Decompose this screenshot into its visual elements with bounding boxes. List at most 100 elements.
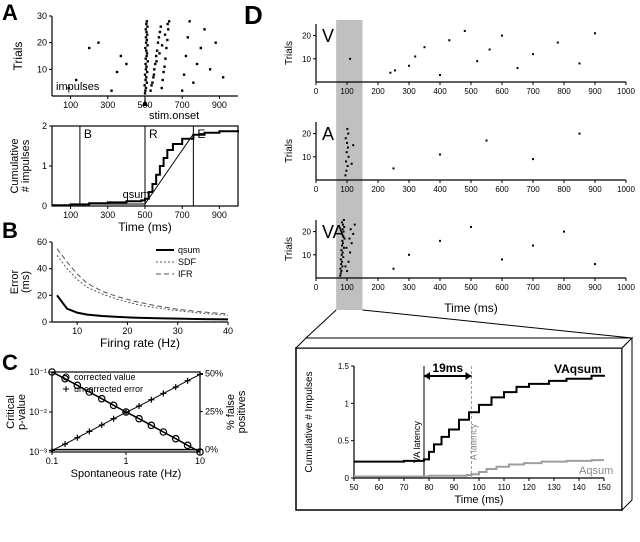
svg-text:200: 200 bbox=[371, 185, 385, 194]
svg-text:800: 800 bbox=[557, 185, 571, 194]
svg-text:500: 500 bbox=[137, 210, 152, 220]
svg-text:600: 600 bbox=[495, 283, 509, 292]
svg-text:900: 900 bbox=[588, 185, 602, 194]
svg-text:Aqsum: Aqsum bbox=[579, 465, 613, 477]
svg-text:Time (ms): Time (ms) bbox=[454, 494, 503, 506]
svg-text:B: B bbox=[84, 127, 92, 141]
svg-text:0.1: 0.1 bbox=[46, 456, 59, 466]
svg-text:positives: positives bbox=[236, 390, 248, 433]
svg-text:20: 20 bbox=[122, 326, 132, 336]
svg-text:qsum: qsum bbox=[123, 189, 150, 201]
svg-text:60: 60 bbox=[375, 483, 384, 492]
svg-text:10: 10 bbox=[302, 55, 311, 64]
svg-text:1000: 1000 bbox=[617, 87, 635, 96]
svg-text:19ms: 19ms bbox=[432, 361, 463, 375]
svg-text:0: 0 bbox=[42, 201, 47, 211]
svg-text:stim.onset: stim.onset bbox=[149, 110, 199, 122]
svg-text:Time (ms): Time (ms) bbox=[444, 301, 498, 315]
svg-text:400: 400 bbox=[433, 283, 447, 292]
svg-text:300: 300 bbox=[402, 283, 416, 292]
svg-text:100: 100 bbox=[340, 185, 354, 194]
svg-text:50: 50 bbox=[350, 483, 359, 492]
svg-text:400: 400 bbox=[433, 87, 447, 96]
svg-text:100: 100 bbox=[63, 210, 78, 220]
svg-text:500: 500 bbox=[464, 283, 478, 292]
svg-text:(ms): (ms) bbox=[20, 271, 32, 293]
svg-text:80: 80 bbox=[425, 483, 434, 492]
svg-text:A: A bbox=[322, 124, 334, 144]
svg-text:700: 700 bbox=[526, 185, 540, 194]
svg-text:100: 100 bbox=[472, 483, 486, 492]
svg-text:40: 40 bbox=[223, 326, 233, 336]
svg-text:300: 300 bbox=[100, 210, 115, 220]
svg-text:corrected value: corrected value bbox=[74, 372, 136, 382]
svg-text:20: 20 bbox=[37, 290, 47, 300]
svg-text:900: 900 bbox=[588, 87, 602, 96]
svg-text:0: 0 bbox=[314, 87, 319, 96]
figure-svg: 102030100300500700900Trialsimpulsesstim.… bbox=[0, 0, 640, 542]
svg-text:10: 10 bbox=[37, 64, 47, 74]
svg-text:1000: 1000 bbox=[617, 185, 635, 194]
svg-text:700: 700 bbox=[175, 100, 190, 110]
svg-text:10: 10 bbox=[72, 326, 82, 336]
svg-text:uncorrected error: uncorrected error bbox=[74, 384, 143, 394]
svg-text:0: 0 bbox=[314, 185, 319, 194]
svg-text:VAqsum: VAqsum bbox=[554, 362, 602, 376]
svg-text:VA: VA bbox=[322, 222, 345, 242]
svg-text:500: 500 bbox=[464, 185, 478, 194]
svg-text:130: 130 bbox=[547, 483, 561, 492]
svg-text:20: 20 bbox=[302, 32, 311, 41]
svg-text:120: 120 bbox=[522, 483, 536, 492]
svg-text:0: 0 bbox=[42, 317, 47, 327]
svg-text:100: 100 bbox=[340, 283, 354, 292]
svg-text:R: R bbox=[149, 127, 158, 141]
svg-text:20: 20 bbox=[302, 130, 311, 139]
svg-text:1000: 1000 bbox=[617, 283, 635, 292]
svg-text:700: 700 bbox=[526, 87, 540, 96]
svg-text:300: 300 bbox=[100, 100, 115, 110]
svg-text:900: 900 bbox=[212, 100, 227, 110]
svg-text:10⁻²: 10⁻² bbox=[29, 407, 47, 417]
svg-text:Spontaneous rate (Hz): Spontaneous rate (Hz) bbox=[71, 468, 182, 480]
svg-text:100: 100 bbox=[63, 100, 78, 110]
svg-text:1: 1 bbox=[42, 161, 47, 171]
svg-text:30: 30 bbox=[173, 326, 183, 336]
svg-text:20: 20 bbox=[37, 38, 47, 48]
svg-text:Trials: Trials bbox=[11, 42, 25, 71]
svg-text:40: 40 bbox=[37, 264, 47, 274]
svg-text:p-value: p-value bbox=[16, 394, 28, 430]
svg-text:IFR: IFR bbox=[178, 269, 193, 279]
svg-text:300: 300 bbox=[402, 185, 416, 194]
svg-text:800: 800 bbox=[557, 283, 571, 292]
svg-text:10: 10 bbox=[195, 456, 205, 466]
svg-text:300: 300 bbox=[402, 87, 416, 96]
svg-text:10: 10 bbox=[302, 153, 311, 162]
svg-text:90: 90 bbox=[450, 483, 459, 492]
svg-text:100: 100 bbox=[340, 87, 354, 96]
svg-text:1: 1 bbox=[345, 399, 350, 408]
svg-text:20: 20 bbox=[302, 228, 311, 237]
svg-text:25%: 25% bbox=[205, 407, 223, 417]
svg-text:10: 10 bbox=[302, 251, 311, 260]
svg-text:0%: 0% bbox=[205, 445, 218, 455]
svg-text:700: 700 bbox=[526, 283, 540, 292]
svg-text:200: 200 bbox=[371, 283, 385, 292]
svg-text:0: 0 bbox=[314, 283, 319, 292]
svg-text:700: 700 bbox=[175, 210, 190, 220]
svg-text:140: 140 bbox=[572, 483, 586, 492]
svg-text:impulses: impulses bbox=[56, 81, 100, 93]
svg-text:Trials: Trials bbox=[284, 139, 295, 163]
svg-text:800: 800 bbox=[557, 87, 571, 96]
svg-text:qsum: qsum bbox=[178, 245, 200, 255]
svg-text:600: 600 bbox=[495, 185, 509, 194]
svg-text:Trials: Trials bbox=[284, 41, 295, 65]
svg-text:50%: 50% bbox=[205, 369, 223, 379]
svg-text:200: 200 bbox=[371, 87, 385, 96]
svg-text:60: 60 bbox=[37, 237, 47, 247]
svg-text:110: 110 bbox=[498, 483, 511, 492]
svg-text:VA latency: VA latency bbox=[412, 421, 422, 463]
svg-text:400: 400 bbox=[433, 185, 447, 194]
svg-text:V: V bbox=[322, 26, 334, 46]
svg-text:A latency: A latency bbox=[469, 423, 479, 460]
svg-text:900: 900 bbox=[212, 210, 227, 220]
